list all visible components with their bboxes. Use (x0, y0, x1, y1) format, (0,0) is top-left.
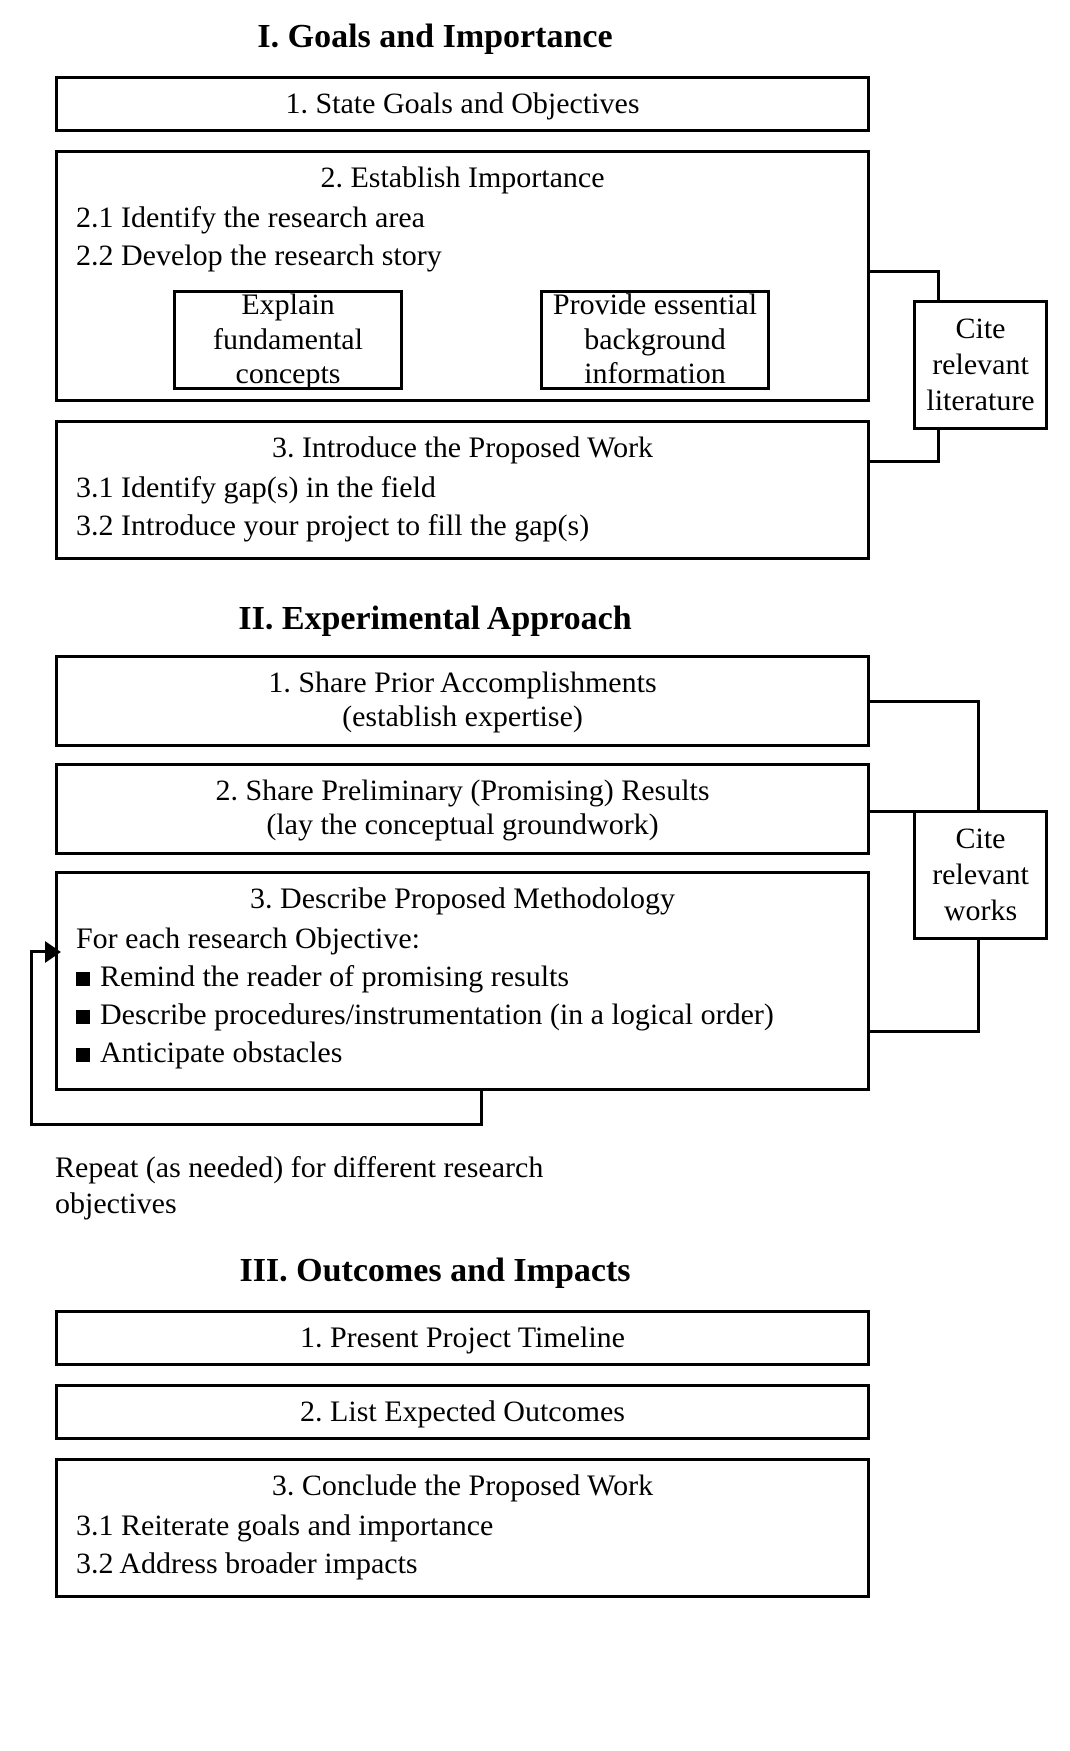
s1-box2-item2: 2.2 Develop the research story (58, 237, 867, 275)
s2-loop-h (30, 1123, 483, 1126)
s2-box3-b2-text: Describe procedures/instrumentation (in … (100, 998, 774, 1031)
s2-loop-in (30, 950, 45, 953)
s1-conn-b3-h (870, 460, 940, 463)
s3-box1-title: 1. Present Project Timeline (58, 1313, 867, 1359)
s2-conn-b2-h (870, 810, 913, 813)
s3-box3-item1: 3.1 Reiterate goals and importance (58, 1507, 867, 1545)
s1-box2-inner-left: Explain fundamental concepts (173, 290, 403, 390)
s2-conn-b3-h (870, 1030, 980, 1033)
s2-loop-up (30, 950, 33, 1126)
s1-box1-title: 1. State Goals and Objectives (58, 79, 867, 125)
s1-box3-title: 3. Introduce the Proposed Work (58, 423, 867, 469)
s2-box1-sub: (establish expertise) (58, 700, 867, 742)
s1-box2-item1: 2.1 Identify the research area (58, 199, 867, 237)
s2-conn-b3-v (977, 940, 980, 1033)
section1-title: I. Goals and Importance (0, 18, 870, 56)
s2-box3-b3-text: Anticipate obstacles (100, 1036, 342, 1069)
s3-box3: 3. Conclude the Proposed Work 3.1 Reiter… (55, 1458, 870, 1598)
s1-box2-title: 2. Establish Importance (58, 153, 867, 199)
s1-box2-inner-right: Provide essential background information (540, 290, 770, 390)
s2-box3-title: 3. Describe Proposed Methodology (58, 874, 867, 920)
s2-box3-lead: For each research Objective: (58, 920, 867, 958)
section2-title: II. Experimental Approach (0, 600, 870, 638)
s2-box3-b2: Describe procedures/instrumentation (in … (58, 996, 867, 1034)
s3-box1: 1. Present Project Timeline (55, 1310, 870, 1366)
s1-box3: 3. Introduce the Proposed Work 3.1 Ident… (55, 420, 870, 560)
s3-box2: 2. List Expected Outcomes (55, 1384, 870, 1440)
s2-box3-b3: Anticipate obstacles (58, 1034, 867, 1072)
diagram-canvas: I. Goals and Importance 1. State Goals a… (0, 0, 1070, 1751)
s2-box3-b1-text: Remind the reader of promising results (100, 960, 569, 993)
bullet-icon (76, 972, 90, 986)
bullet-icon (76, 1010, 90, 1024)
s2-conn-b1-h (870, 700, 980, 703)
s2-conn-b1-v (977, 700, 980, 810)
s1-box3-item1: 3.1 Identify gap(s) in the field (58, 469, 867, 507)
bullet-icon (76, 1048, 90, 1062)
s2-loop-down (480, 1091, 483, 1126)
s2-box2-sub: (lay the conceptual groundwork) (58, 808, 867, 850)
s1-box1: 1. State Goals and Objectives (55, 76, 870, 132)
s2-repeat-note: Repeat (as needed) for different researc… (55, 1150, 575, 1222)
s3-box3-item2: 3.2 Address broader impacts (58, 1545, 867, 1583)
s1-conn-b2-v (937, 270, 940, 300)
s2-box1: 1. Share Prior Accomplishments (establis… (55, 655, 870, 747)
s1-conn-b2-h (870, 270, 940, 273)
s2-box2: 2. Share Preliminary (Promising) Results… (55, 763, 870, 855)
s1-conn-b3-v (937, 430, 940, 463)
s2-side-cite: Cite relevant works (913, 810, 1048, 940)
s2-box1-title: 1. Share Prior Accomplishments (58, 658, 867, 700)
s2-box2-title: 2. Share Preliminary (Promising) Results (58, 766, 867, 808)
s3-box3-title: 3. Conclude the Proposed Work (58, 1461, 867, 1507)
s2-loop-arrow-icon (45, 941, 61, 963)
s1-box3-item2: 3.2 Introduce your project to fill the g… (58, 507, 867, 545)
s2-box3-b1: Remind the reader of promising results (58, 958, 867, 996)
section3-title: III. Outcomes and Impacts (0, 1252, 870, 1290)
s2-box3: 3. Describe Proposed Methodology For eac… (55, 871, 870, 1091)
s3-box2-title: 2. List Expected Outcomes (58, 1387, 867, 1433)
s1-side-cite: Cite relevant literature (913, 300, 1048, 430)
